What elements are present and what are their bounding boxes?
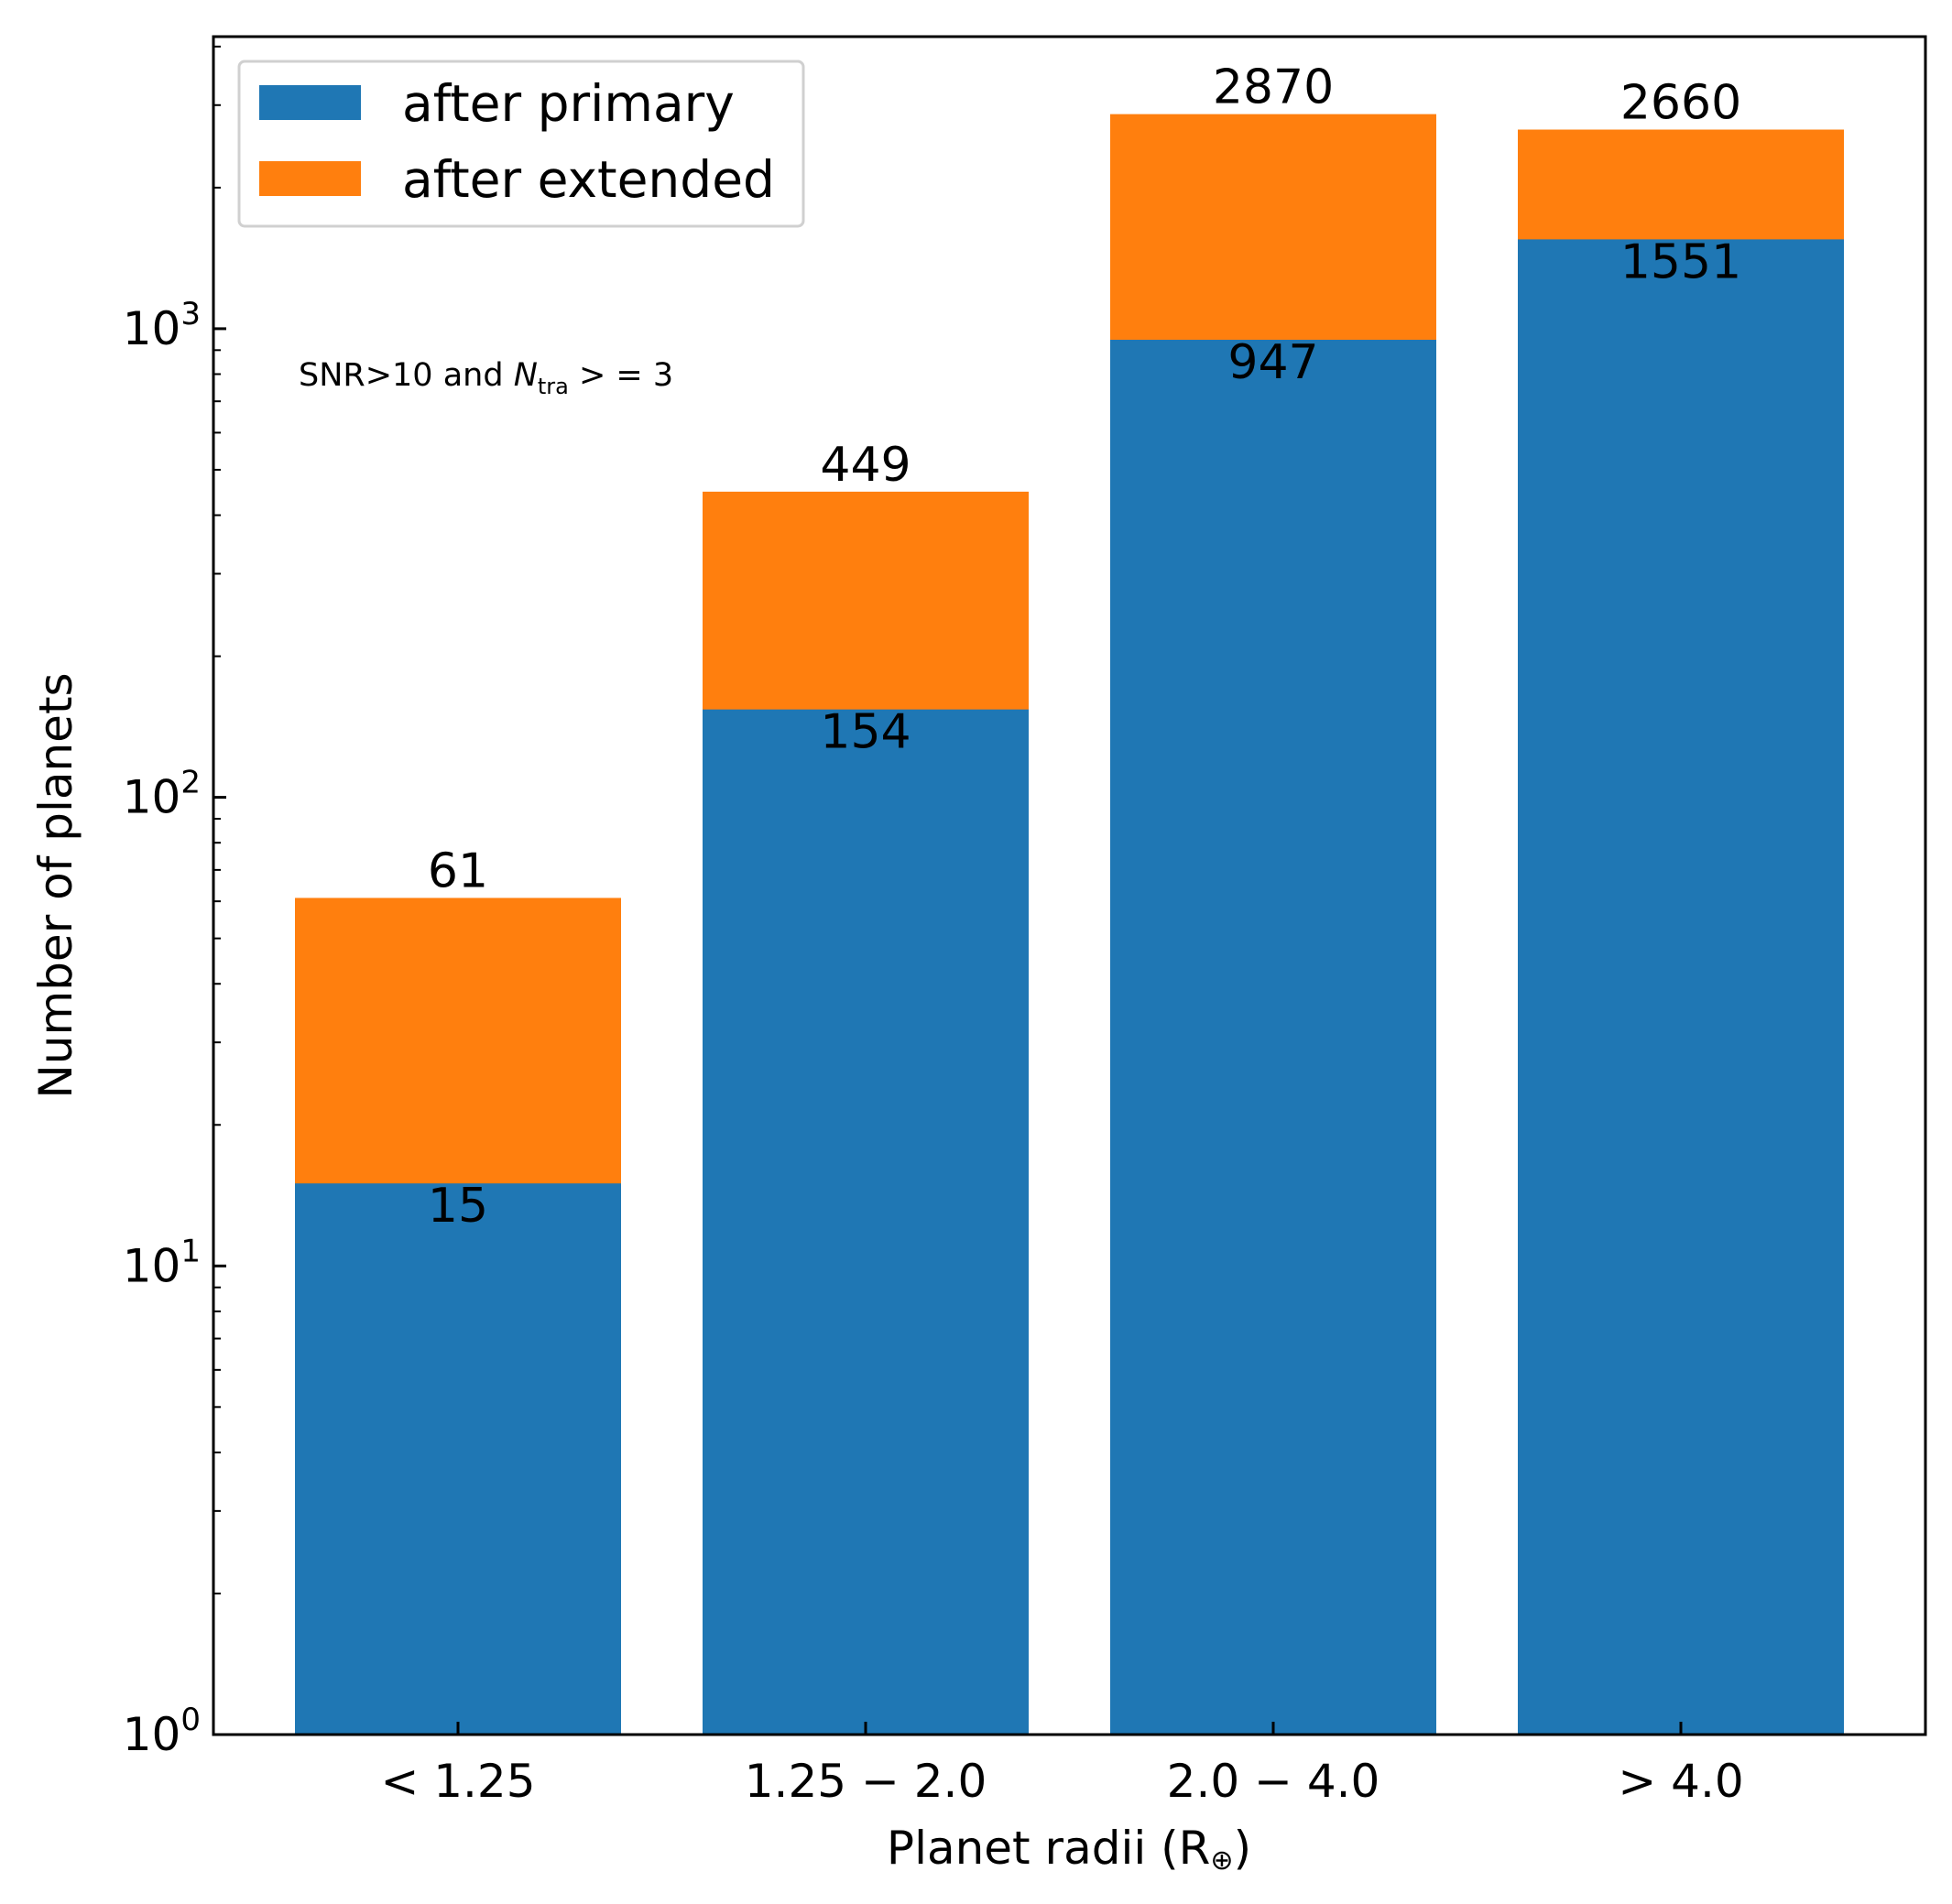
- inner-value-label-3: 1551: [1620, 234, 1741, 289]
- x-tick-label-0: < 1.25: [380, 1755, 535, 1808]
- axes-frame: [212, 35, 1927, 1736]
- annotation-text: SNR>10 and Ntra > = 3: [299, 357, 673, 399]
- top-value-label-2: 2870: [1213, 60, 1334, 115]
- top-value-label-1: 449: [820, 438, 911, 493]
- y-axis-label: Number of planets: [29, 672, 82, 1098]
- y-tick-label-2: 102: [123, 765, 201, 824]
- x-tick-label-3: > 4.0: [1618, 1755, 1743, 1808]
- x-axis-label: Planet radii (R⊕): [887, 1822, 1251, 1877]
- legend-label-after-extended: after extended: [402, 150, 775, 209]
- legend-swatch-after-primary: [259, 85, 361, 120]
- legend-box: [237, 60, 805, 228]
- y-tick-label-0: 100: [123, 1702, 201, 1761]
- top-value-label-3: 2660: [1620, 76, 1741, 131]
- x-tick-label-1: 1.25 − 2.0: [745, 1755, 987, 1808]
- y-ticks: 100 101 102 103: [123, 296, 226, 1761]
- legend-label-after-primary: after primary: [402, 74, 735, 133]
- legend: after primary after extended: [237, 60, 805, 228]
- x-ticks: < 1.25 1.25 − 2.0 2.0 − 4.0 > 4.0: [380, 1722, 1744, 1808]
- bar-after-primary-2: [1110, 340, 1436, 1735]
- inner-value-label-0: 15: [428, 1179, 488, 1234]
- value-labels: 61 15 449 154 2870 947 2660 1551: [428, 60, 1741, 1235]
- x-tick-label-2: 2.0 − 4.0: [1167, 1755, 1380, 1808]
- top-value-label-0: 61: [428, 843, 488, 898]
- inner-value-label-1: 154: [820, 705, 911, 760]
- bar-after-primary-0: [295, 1183, 621, 1735]
- bar-after-primary-1: [703, 709, 1029, 1735]
- inner-value-label-2: 947: [1227, 335, 1318, 390]
- bars: [295, 114, 1844, 1735]
- bar-after-primary-3: [1518, 239, 1844, 1735]
- y-tick-label-3: 103: [123, 296, 201, 355]
- y-tick-label-1: 101: [123, 1233, 201, 1292]
- legend-swatch-after-extended: [259, 161, 361, 196]
